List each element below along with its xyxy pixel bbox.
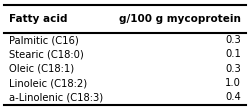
Text: 0.3: 0.3 — [226, 64, 241, 74]
Text: Stearic (C18:0): Stearic (C18:0) — [9, 49, 84, 59]
Text: Oleic (C18:1): Oleic (C18:1) — [9, 64, 74, 74]
Text: 0.3: 0.3 — [226, 35, 241, 45]
Text: Palmitic (C16): Palmitic (C16) — [9, 35, 78, 45]
Text: Linoleic (C18:2): Linoleic (C18:2) — [9, 78, 87, 88]
Text: 1.0: 1.0 — [225, 78, 241, 88]
Text: 0.4: 0.4 — [226, 92, 241, 102]
Text: a-Linolenic (C18:3): a-Linolenic (C18:3) — [9, 92, 103, 102]
Text: 0.1: 0.1 — [225, 49, 241, 59]
Text: Fatty acid: Fatty acid — [9, 14, 67, 24]
Text: g/100 g mycoprotein: g/100 g mycoprotein — [119, 14, 241, 24]
